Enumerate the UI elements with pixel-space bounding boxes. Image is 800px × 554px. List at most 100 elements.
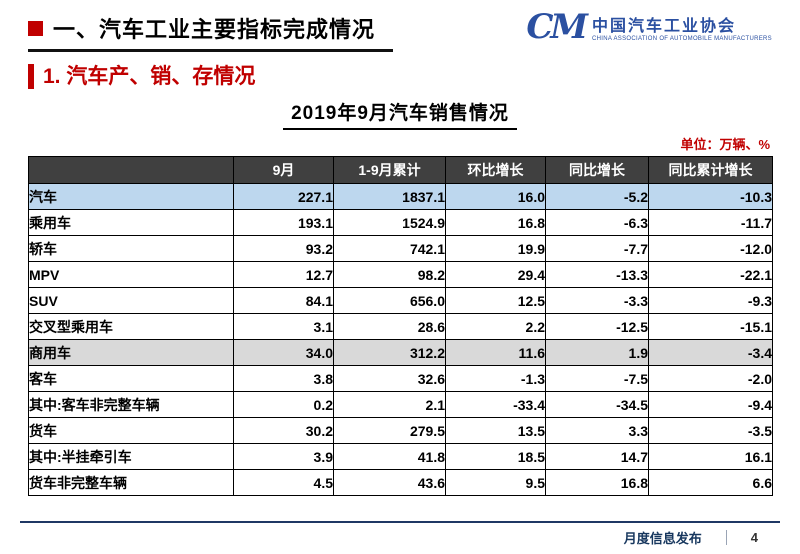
col-header-blank <box>28 156 234 185</box>
page-title-block: 一、汽车工业主要指标完成情况 <box>28 10 394 52</box>
table-row-passenger: 乘用车 193.1 1524.9 16.8 -6.3 -11.7 <box>28 209 773 237</box>
org-name-en: CHINA ASSOCIATION OF AUTOMOBILE MANUFACT… <box>592 36 772 43</box>
table-cell: 4.5 <box>233 469 334 497</box>
table-cell: 1837.1 <box>333 183 446 211</box>
table-cell: -5.2 <box>545 183 649 211</box>
table-cell: 9.5 <box>445 469 546 497</box>
table-cell: -1.3 <box>445 365 546 393</box>
table-cell: 3.1 <box>233 313 334 341</box>
table-row-auto: 汽车 227.1 1837.1 16.0 -5.2 -10.3 <box>28 183 773 211</box>
col-header-month: 9月 <box>233 156 334 185</box>
row-label: 客车 <box>28 365 234 393</box>
table-cell: -2.0 <box>648 365 773 393</box>
row-label: 商用车 <box>28 339 234 367</box>
table-cell: 227.1 <box>233 183 334 211</box>
table-row-bus: 客车 3.8 32.6 -1.3 -7.5 -2.0 <box>28 365 773 393</box>
row-label: 交叉型乘用车 <box>28 313 234 341</box>
col-header-mom: 环比增长 <box>445 156 546 185</box>
row-label: MPV <box>28 261 234 289</box>
table-cell: 98.2 <box>333 261 446 289</box>
table-cell: 84.1 <box>233 287 334 315</box>
table-row-sedan: 轿车 93.2 742.1 19.9 -7.7 -12.0 <box>28 235 773 263</box>
table-title: 2019年9月汽车销售情况 <box>283 98 517 131</box>
table-cell: 312.2 <box>333 339 446 367</box>
table-cell: -3.5 <box>648 417 773 445</box>
table-cell: 16.8 <box>445 209 546 237</box>
table-row-suv: SUV 84.1 656.0 12.5 -3.3 -9.3 <box>28 287 773 315</box>
row-label: 货车非完整车辆 <box>28 469 234 497</box>
table-cell: 93.2 <box>233 235 334 263</box>
table-cell: 18.5 <box>445 443 546 471</box>
row-label: 货车 <box>28 417 234 445</box>
caam-logo-text: 中国汽车工业协会 CHINA ASSOCIATION OF AUTOMOBILE… <box>592 12 772 42</box>
table-row-commercial: 商用车 34.0 312.2 11.6 1.9 -3.4 <box>28 339 773 367</box>
org-name-cn: 中国汽车工业协会 <box>592 18 737 36</box>
table-cell: 16.1 <box>648 443 773 471</box>
table-row-bus-incomplete: 其中:客车非完整车辆 0.2 2.1 -33.4 -34.5 -9.4 <box>28 391 773 419</box>
caam-logo: CM 中国汽车工业协会 CHINA ASSOCIATION OF AUTOMOB… <box>526 7 772 47</box>
table-cell: 32.6 <box>333 365 446 393</box>
table-header-row: 9月 1-9月累计 环比增长 同比增长 同比累计增长 <box>28 156 773 185</box>
table-cell: 1.9 <box>545 339 649 367</box>
table-cell: -22.1 <box>648 261 773 289</box>
table-cell: 0.2 <box>233 391 334 419</box>
table-cell: -33.4 <box>445 391 546 419</box>
table-row-truck-incomplete: 货车非完整车辆 4.5 43.6 9.5 16.8 6.6 <box>28 469 773 497</box>
table-cell: 1524.9 <box>333 209 446 237</box>
table-cell: 19.9 <box>445 235 546 263</box>
col-header-cumulative: 1-9月累计 <box>333 156 446 185</box>
table-cell: 16.0 <box>445 183 546 211</box>
table-cell: 6.6 <box>648 469 773 497</box>
table-cell: -9.3 <box>648 287 773 315</box>
table-cell: 742.1 <box>333 235 446 263</box>
table-row-semi-trailer: 其中:半挂牵引车 3.9 41.8 18.5 14.7 16.1 <box>28 443 773 471</box>
row-label: SUV <box>28 287 234 315</box>
page-number: 4 <box>750 530 758 545</box>
table-cell: -11.7 <box>648 209 773 237</box>
table-cell: 3.3 <box>545 417 649 445</box>
table-cell: 193.1 <box>233 209 334 237</box>
table-row-truck: 货车 30.2 279.5 13.5 3.3 -3.5 <box>28 417 773 445</box>
table-title-row: 2019年9月汽车销售情况 <box>28 98 772 131</box>
table-cell: 13.5 <box>445 417 546 445</box>
table-row-crossover: 交叉型乘用车 3.1 28.6 2.2 -12.5 -15.1 <box>28 313 773 341</box>
footer: 月度信息发布 4 <box>624 528 758 547</box>
table-cell: 3.8 <box>233 365 334 393</box>
table-cell: 12.7 <box>233 261 334 289</box>
footer-divider-line <box>20 521 780 523</box>
header: 一、汽车工业主要指标完成情况 CM 中国汽车工业协会 CHINA ASSOCIA… <box>28 10 772 52</box>
footer-label: 月度信息发布 <box>623 531 702 546</box>
section-title: 1. 汽车产、销、存情况 <box>28 64 772 90</box>
table-cell: -15.1 <box>648 313 773 341</box>
table-cell: -9.4 <box>648 391 773 419</box>
col-header-yoy-cum: 同比累计增长 <box>648 156 773 185</box>
red-square-bullet-icon <box>28 20 43 36</box>
table-cell: -12.0 <box>648 235 773 263</box>
row-label: 其中:客车非完整车辆 <box>28 391 234 419</box>
table-cell: -10.3 <box>648 183 773 211</box>
table-cell: 656.0 <box>333 287 446 315</box>
row-label: 汽车 <box>28 183 234 211</box>
row-label: 轿车 <box>28 235 234 263</box>
table-cell: 2.2 <box>445 313 546 341</box>
caam-logo-icon: CM <box>526 7 588 47</box>
table-cell: -6.3 <box>545 209 649 237</box>
table-cell: 3.9 <box>233 443 334 471</box>
table-cell: 41.8 <box>333 443 446 471</box>
table-cell: 11.6 <box>445 339 546 367</box>
table-cell: -7.5 <box>545 365 649 393</box>
table-cell: -34.5 <box>545 391 649 419</box>
table-cell: -12.5 <box>545 313 649 341</box>
page-title: 一、汽车工业主要指标完成情况 <box>53 17 376 42</box>
row-label: 其中:半挂牵引车 <box>28 443 234 471</box>
table-cell: 30.2 <box>233 417 334 445</box>
col-header-yoy: 同比增长 <box>545 156 649 185</box>
table-cell: 43.6 <box>333 469 446 497</box>
unit-label: 单位：万辆、% <box>680 137 770 153</box>
table-cell: 34.0 <box>233 339 334 367</box>
table-cell: 279.5 <box>333 417 446 445</box>
table-row-mpv: MPV 12.7 98.2 29.4 -13.3 -22.1 <box>28 261 773 289</box>
table-cell: 28.6 <box>333 313 446 341</box>
table-cell: 12.5 <box>445 287 546 315</box>
